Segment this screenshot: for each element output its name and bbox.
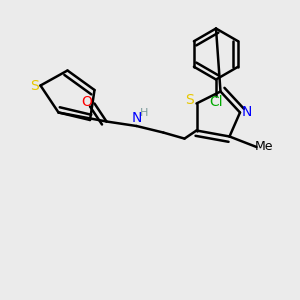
Text: Cl: Cl <box>209 95 223 109</box>
Text: S: S <box>184 94 194 107</box>
Text: Me: Me <box>255 140 273 154</box>
Text: N: N <box>242 106 252 119</box>
Text: O: O <box>82 95 92 109</box>
Text: H: H <box>140 107 148 118</box>
Text: N: N <box>131 112 142 125</box>
Text: S: S <box>30 79 39 92</box>
